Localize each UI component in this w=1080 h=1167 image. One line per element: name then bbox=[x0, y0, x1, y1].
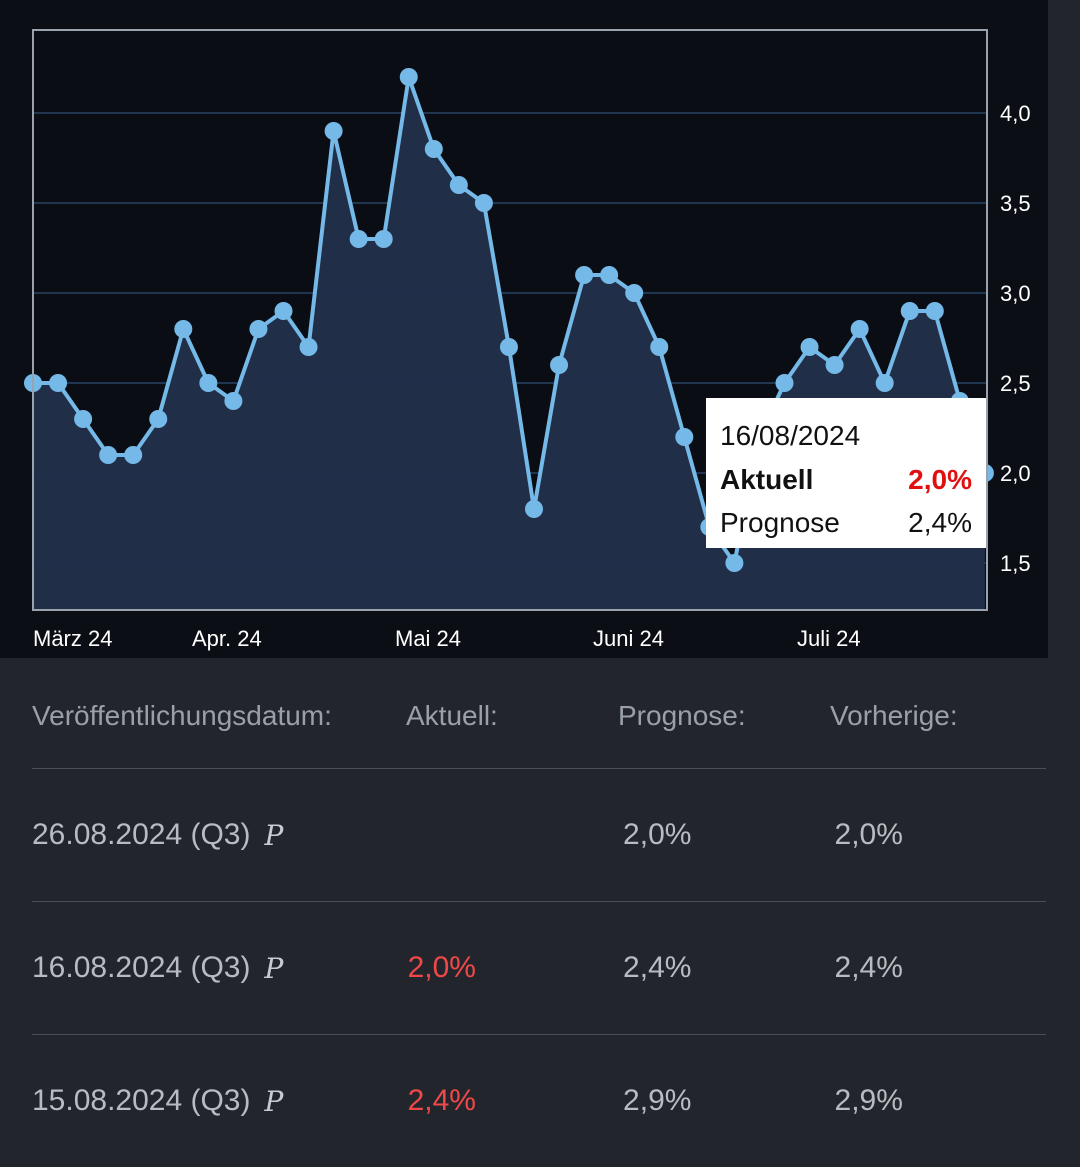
row-forecast: 2,4% bbox=[623, 951, 692, 984]
preliminary-icon: P bbox=[264, 951, 284, 985]
data-point bbox=[149, 410, 168, 428]
row-date-cell: 26.08.2024 (Q3) P bbox=[32, 818, 402, 852]
data-point bbox=[800, 338, 819, 356]
header-previous: Vorherige: bbox=[830, 700, 958, 731]
data-point bbox=[775, 374, 794, 392]
data-point bbox=[925, 302, 944, 320]
tooltip-date: 16/08/2024 bbox=[720, 420, 861, 451]
plot-border bbox=[32, 29, 988, 611]
data-point bbox=[675, 428, 694, 446]
row-actual: 2,0% bbox=[407, 951, 476, 984]
row-previous: 2,9% bbox=[834, 1084, 903, 1117]
data-point bbox=[600, 266, 619, 284]
row-previous: 2,0% bbox=[834, 818, 903, 851]
y-tick-label: 2,0 bbox=[1000, 461, 1031, 486]
tooltip-actual-label: Aktuell bbox=[720, 464, 814, 495]
data-point bbox=[99, 446, 118, 464]
data-point bbox=[249, 320, 268, 338]
data-point bbox=[825, 356, 844, 374]
tooltip-forecast-value: 2,4% bbox=[908, 507, 972, 538]
table-row[interactable]: 16.08.2024 (Q3) P 2,0% 2,4% 2,4% bbox=[32, 902, 1046, 1035]
row-forecast: 2,0% bbox=[623, 818, 692, 851]
header-forecast: Prognose: bbox=[618, 700, 746, 731]
chart-panel: 1,5 2,0 2,5 3,0 3,5 4,0 März 24 Apr. 24 Mai 24 Ju… bbox=[0, 0, 1080, 660]
row-actual: 2,4% bbox=[407, 1084, 476, 1117]
data-point bbox=[174, 320, 193, 338]
x-tick-label: Apr. 24 bbox=[192, 626, 262, 651]
preliminary-icon: P bbox=[264, 818, 284, 852]
data-point bbox=[324, 122, 343, 140]
tooltip-actual-value: 2,0% bbox=[908, 464, 972, 495]
y-tick-label: 2,5 bbox=[1000, 371, 1031, 396]
row-previous: 2,4% bbox=[834, 951, 903, 984]
y-tick-label: 3,0 bbox=[1000, 281, 1031, 306]
data-point bbox=[550, 356, 569, 374]
row-date-cell: 15.08.2024 (Q3) P bbox=[32, 1084, 402, 1118]
preliminary-icon: P bbox=[264, 1084, 284, 1118]
data-point bbox=[499, 338, 518, 356]
x-tick-label: Juli 24 bbox=[797, 626, 861, 651]
data-point bbox=[625, 284, 644, 302]
table-header: Veröffentlichungsdatum: Aktuell: Prognos… bbox=[32, 700, 1046, 769]
line-chart[interactable]: 1,5 2,0 2,5 3,0 3,5 4,0 März 24 Apr. 24 Mai 24 Ju… bbox=[0, 0, 1080, 660]
data-point bbox=[399, 68, 418, 86]
y-tick-label: 4,0 bbox=[1000, 101, 1031, 126]
y-tick-label: 1,5 bbox=[1000, 551, 1031, 576]
x-tick-label: März 24 bbox=[33, 626, 112, 651]
data-point bbox=[900, 302, 919, 320]
row-date: 26.08.2024 (Q3) bbox=[32, 818, 251, 851]
data-point bbox=[349, 230, 368, 248]
data-point bbox=[124, 446, 143, 464]
data-point bbox=[449, 176, 468, 194]
row-date: 15.08.2024 (Q3) bbox=[32, 1084, 251, 1117]
chart-tooltip: 16/08/2024 Aktuell 2,0% Prognose 2,4% bbox=[706, 398, 986, 548]
series-area bbox=[33, 77, 985, 610]
row-date-cell: 16.08.2024 (Q3) P bbox=[32, 951, 402, 985]
data-point bbox=[374, 230, 393, 248]
tooltip-forecast-row: Prognose 2,4% bbox=[720, 507, 972, 539]
x-tick-label: Mai 24 bbox=[395, 626, 461, 651]
data-point bbox=[650, 338, 669, 356]
data-point bbox=[274, 302, 293, 320]
table-row[interactable]: 15.08.2024 (Q3) P 2,4% 2,9% 2,9% bbox=[32, 1035, 1046, 1167]
tooltip-forecast-label: Prognose bbox=[720, 507, 840, 538]
data-point bbox=[575, 266, 594, 284]
data-point bbox=[49, 374, 68, 392]
data-point bbox=[725, 554, 744, 572]
data-point bbox=[850, 320, 869, 338]
row-date: 16.08.2024 (Q3) bbox=[32, 951, 251, 984]
data-point bbox=[74, 410, 93, 428]
data-point bbox=[224, 392, 243, 410]
tooltip-actual-row: Aktuell 2,0% bbox=[720, 464, 972, 496]
data-point bbox=[474, 194, 493, 212]
x-tick-label: Juni 24 bbox=[593, 626, 664, 651]
data-point bbox=[199, 374, 218, 392]
table-row[interactable]: 26.08.2024 (Q3) P 2,0% 2,0% bbox=[32, 769, 1046, 902]
y-tick-label: 3,5 bbox=[1000, 191, 1031, 216]
data-point bbox=[875, 374, 894, 392]
header-date: Veröffentlichungsdatum: bbox=[32, 700, 332, 731]
release-table: Veröffentlichungsdatum: Aktuell: Prognos… bbox=[32, 700, 1046, 1167]
header-actual: Aktuell: bbox=[406, 700, 498, 731]
data-point bbox=[525, 500, 543, 518]
data-point bbox=[424, 140, 443, 158]
row-forecast: 2,9% bbox=[623, 1084, 692, 1117]
data-point bbox=[299, 338, 318, 356]
